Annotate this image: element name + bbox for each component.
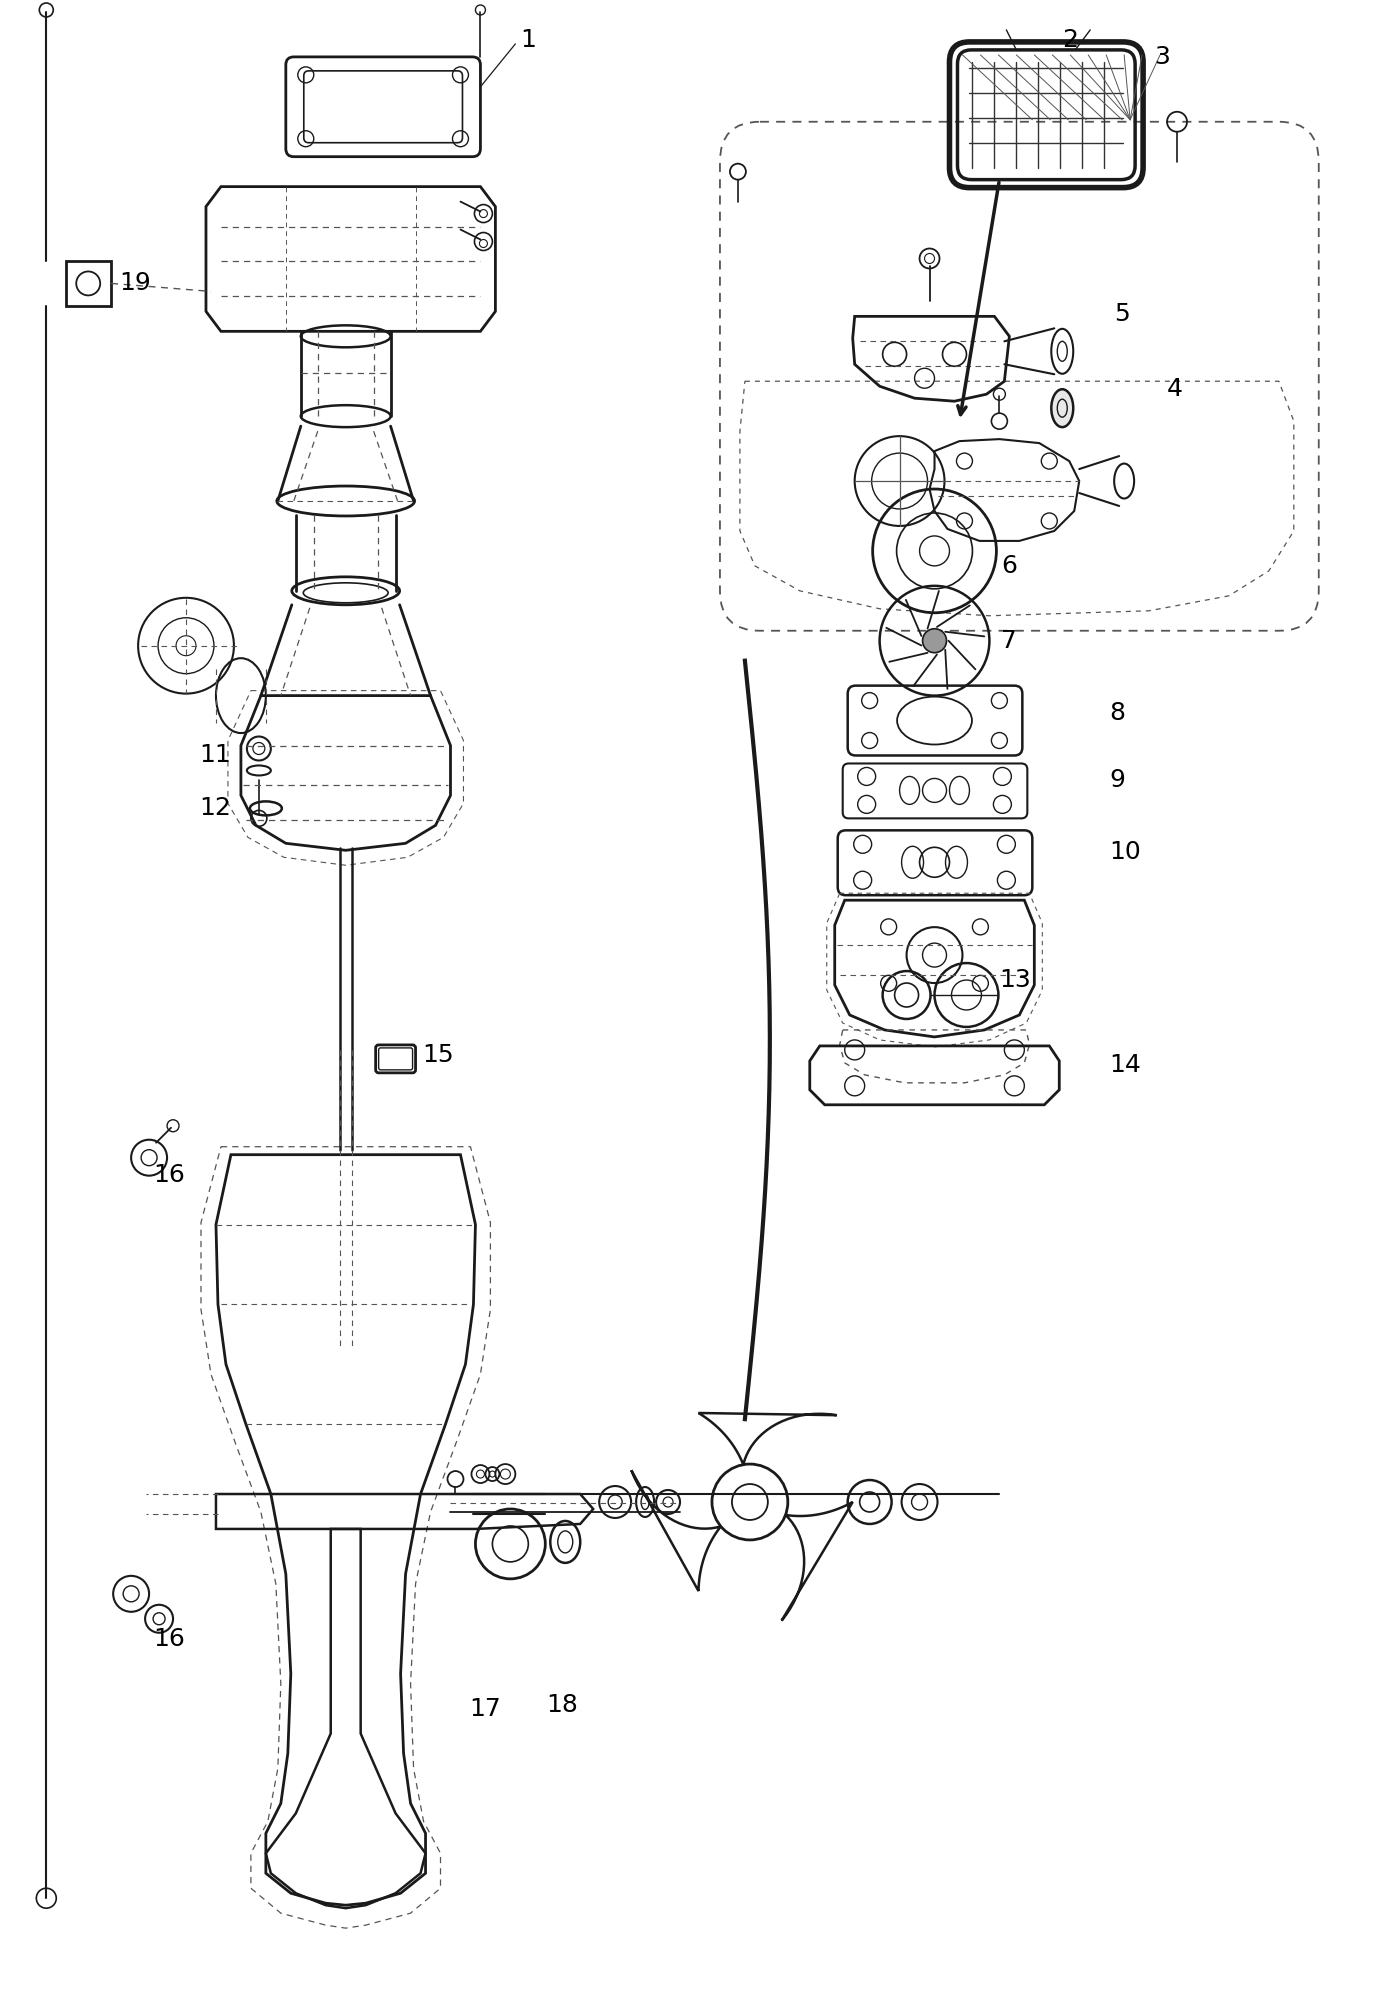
Text: 6: 6 [1002,554,1017,578]
Text: 5: 5 [1114,302,1130,326]
Text: 15: 15 [422,1042,454,1066]
Text: 7: 7 [1002,628,1017,652]
Text: 11: 11 [199,744,231,768]
Text: 9: 9 [1109,768,1126,792]
Text: 2: 2 [1063,28,1078,52]
Bar [67,262,111,306]
Text: 13: 13 [999,968,1031,992]
Text: 16: 16 [153,1626,185,1650]
Text: 19: 19 [120,272,150,296]
Text: 4: 4 [1167,378,1183,402]
Ellipse shape [1052,390,1073,428]
Text: 3: 3 [1153,44,1170,68]
Text: 16: 16 [153,1162,185,1186]
Text: 10: 10 [1109,840,1141,864]
Text: 18: 18 [546,1692,578,1716]
Text: 8: 8 [1109,700,1126,724]
Text: 12: 12 [199,796,231,820]
Circle shape [922,628,946,652]
Text: 14: 14 [1109,1052,1141,1076]
Text: 17: 17 [469,1696,501,1720]
Text: 1: 1 [521,28,536,52]
